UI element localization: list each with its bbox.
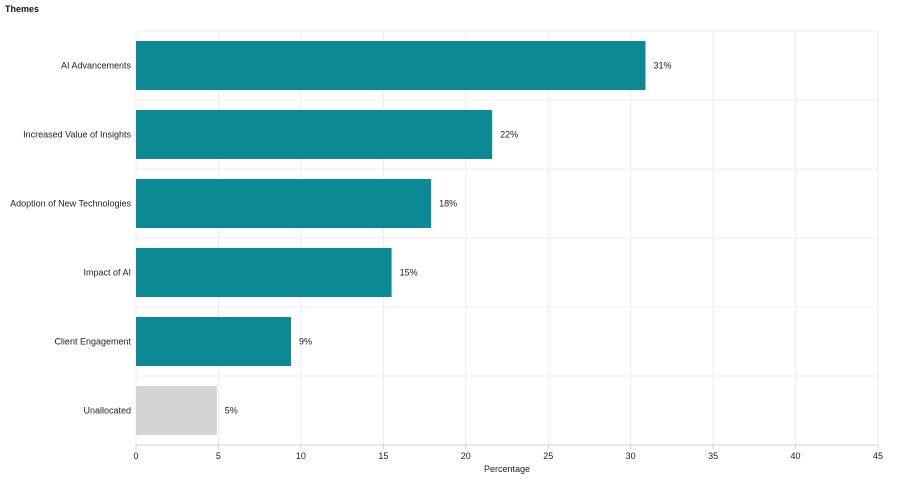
value-label-1: 22%: [500, 130, 518, 140]
bar-0: [136, 41, 646, 90]
bar-4: [136, 317, 291, 366]
grid-lines: [135, 30, 879, 446]
category-label-0: AI Advancements: [61, 61, 132, 71]
x-tick-label-0: 0: [133, 451, 138, 461]
x-axis-label: Percentage: [484, 464, 530, 474]
x-tick-label-40: 40: [791, 451, 801, 461]
category-label-3: Impact of AI: [83, 268, 131, 278]
bar-3: [136, 248, 392, 297]
value-label-4: 9%: [299, 337, 312, 347]
category-labels: AI Advancements Increased Value of Insigh…: [10, 61, 131, 416]
x-tick-label-15: 15: [378, 451, 388, 461]
chart-title: Themes: [5, 4, 40, 14]
x-tick-label-10: 10: [296, 451, 306, 461]
x-tick-label-20: 20: [461, 451, 471, 461]
value-labels: 31% 22% 18% 15% 9% 5%: [225, 61, 672, 416]
x-tick-label-45: 45: [873, 451, 883, 461]
x-tick-label-35: 35: [708, 451, 718, 461]
x-tick-label-25: 25: [543, 451, 553, 461]
value-label-2: 18%: [439, 199, 457, 209]
category-label-1: Increased Value of Insights: [23, 130, 131, 140]
x-tick-label-5: 5: [216, 451, 221, 461]
x-tick-label-30: 30: [626, 451, 636, 461]
bar-2: [136, 179, 432, 228]
category-label-2: Adoption of New Technologies: [10, 199, 131, 209]
x-axis: 0 5 10 15 20 25 30 35 40 45: [133, 444, 883, 461]
category-label-4: Client Engagement: [54, 337, 131, 347]
category-label-5: Unallocated: [83, 406, 131, 416]
bar-1: [136, 110, 493, 159]
value-label-0: 31%: [654, 61, 672, 71]
bar-5: [136, 386, 217, 435]
bars: [136, 41, 646, 435]
value-label-3: 15%: [400, 268, 418, 278]
value-label-5: 5%: [225, 406, 238, 416]
